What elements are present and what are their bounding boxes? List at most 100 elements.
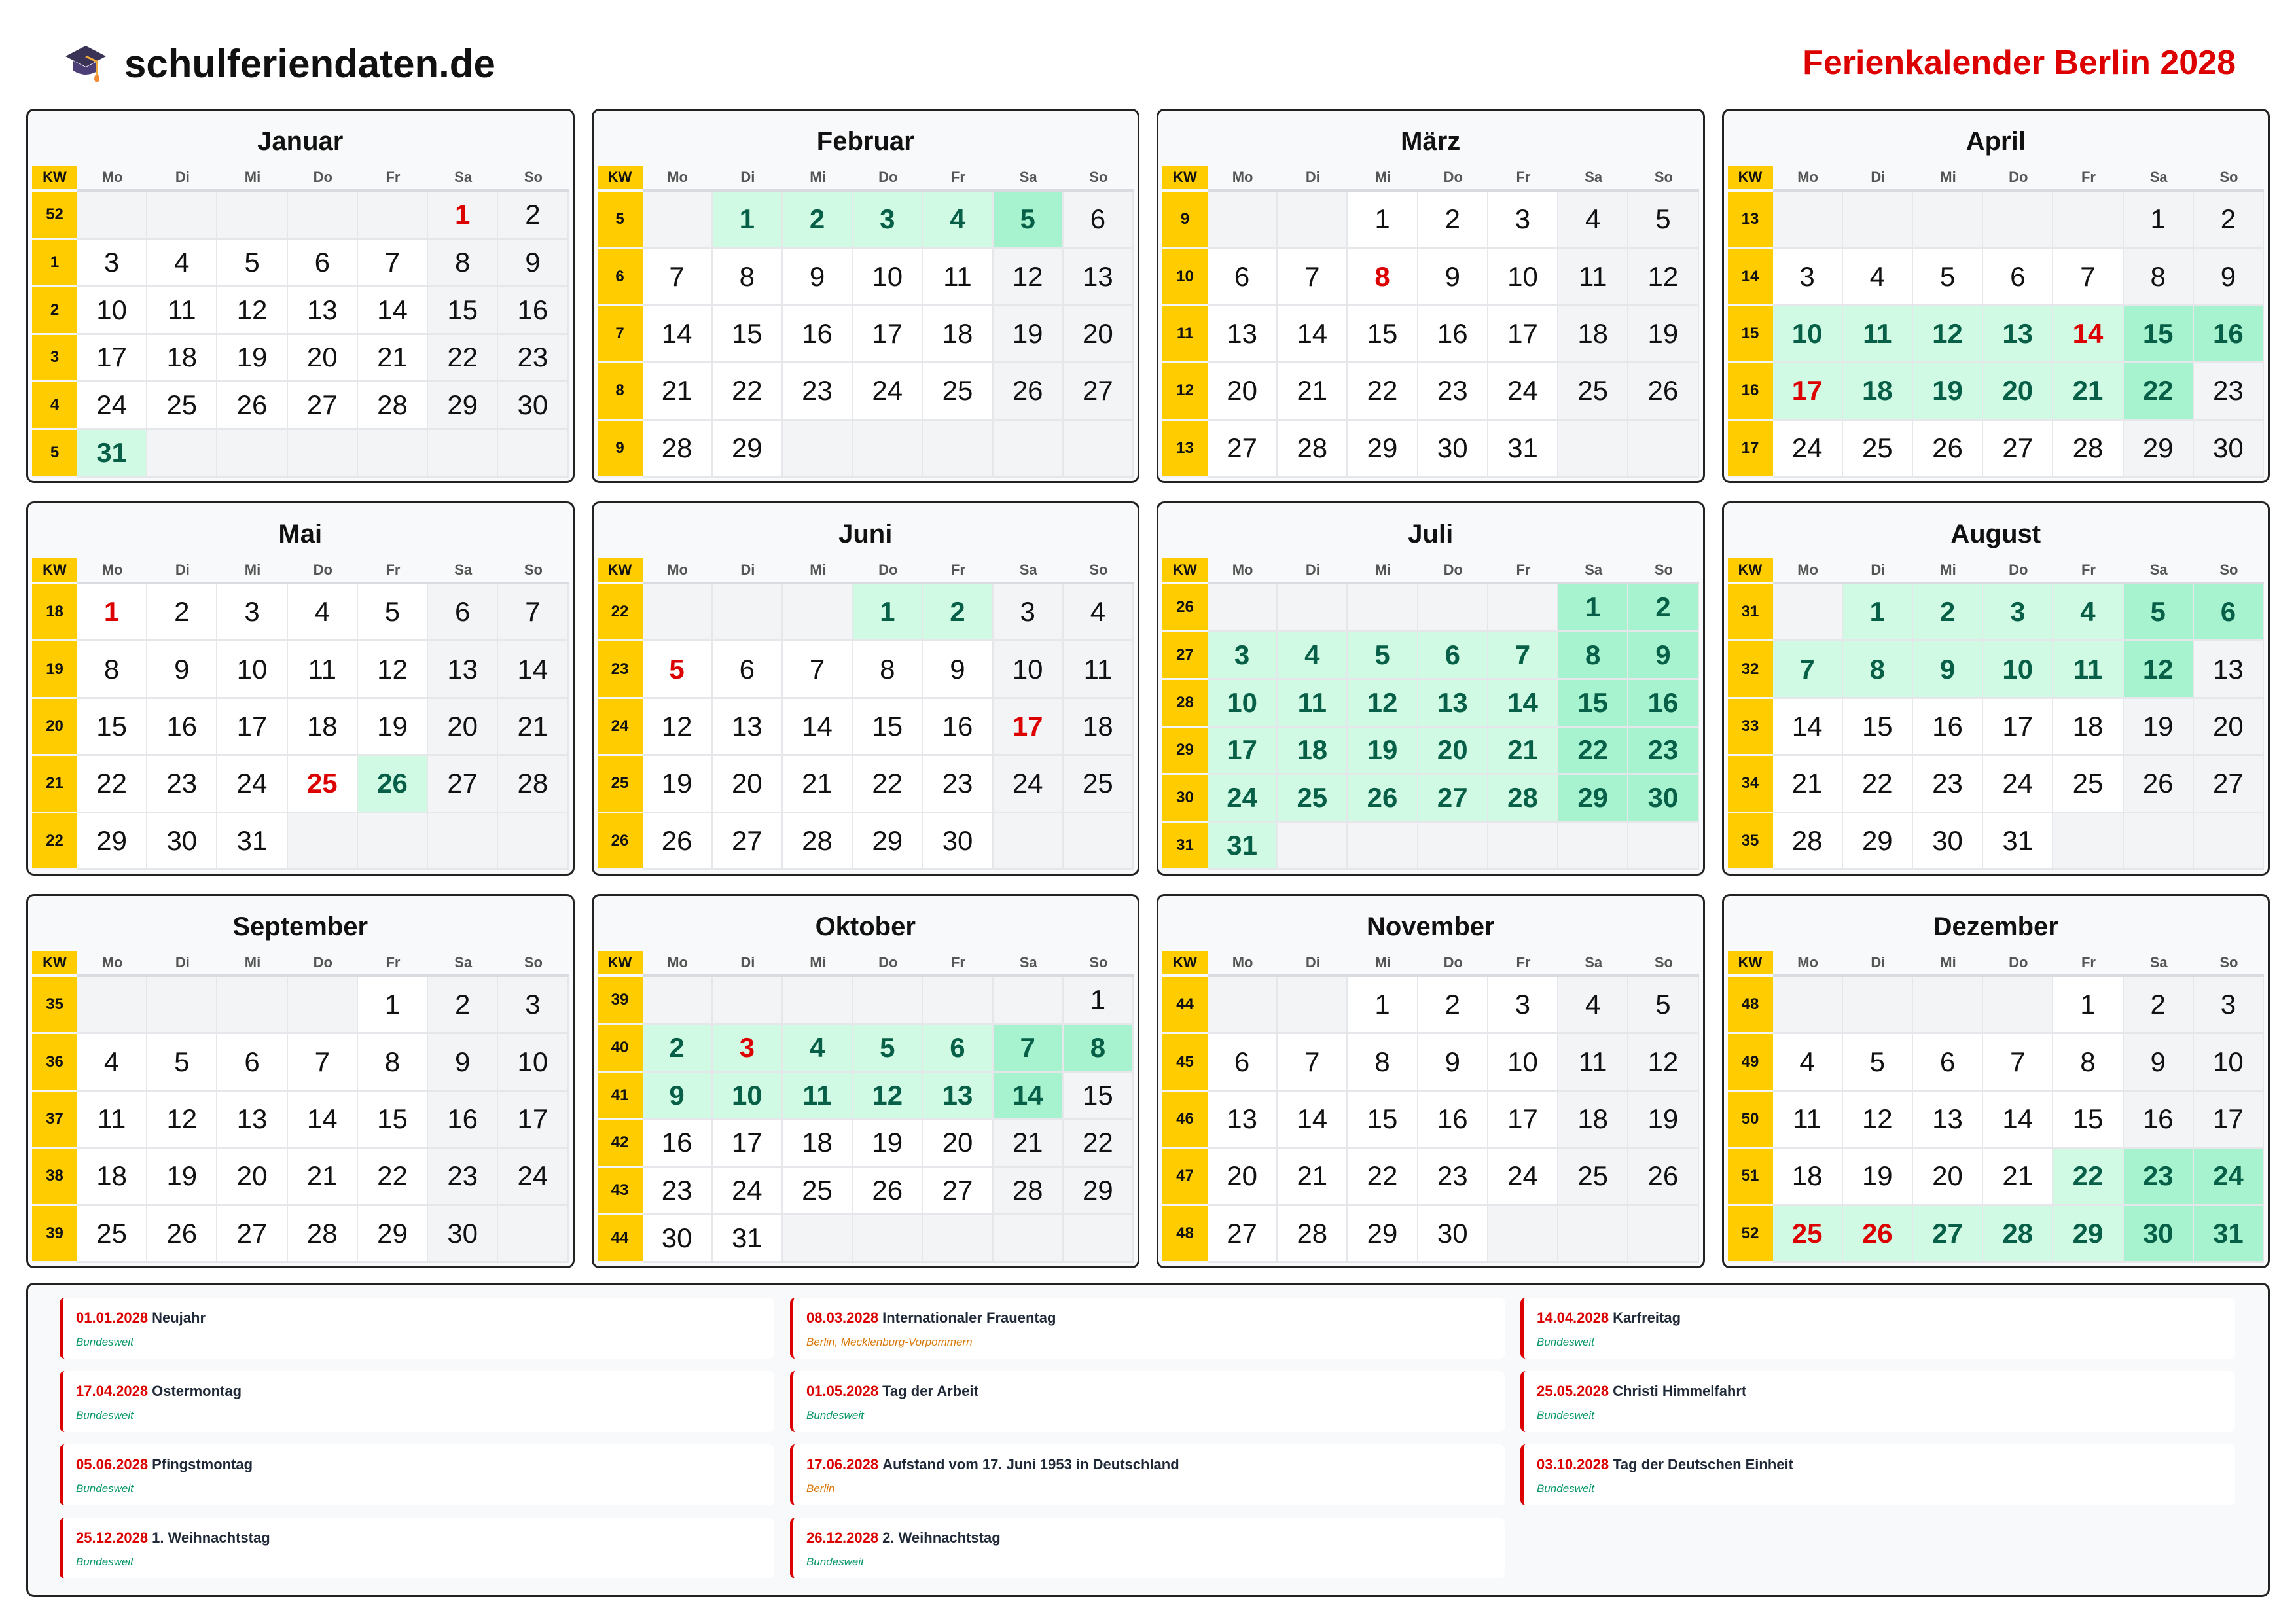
weekday-header: Sa [993,951,1064,977]
week-number: 31 [1727,584,1773,642]
empty-day-cell [853,420,924,478]
holiday-region: Berlin [806,1482,835,1495]
day-cell: 4 [287,584,358,642]
holiday-item: 03.10.2028 Tag der Deutschen Einheit Bunde… [1520,1444,2235,1505]
day-cell: 29 [1842,813,1913,870]
vacation-day-cell: 15 [2123,306,2194,364]
kw-header: KW [597,166,643,192]
holiday-day-cell: 8 [1348,249,1418,306]
weekday-header: Mo [642,166,713,192]
day-cell: 10 [77,287,148,335]
day-cell: 23 [782,363,853,421]
week-number: 26 [1162,584,1208,632]
holiday-line: 26.12.2028 2. Weihnachtstag [806,1529,1505,1546]
vacation-day-cell: 1 [853,584,924,642]
day-cell: 24 [853,363,924,421]
day-cell: 21 [1278,363,1348,421]
week-number: 35 [1727,813,1773,870]
holiday-name: Aufstand vom 17. Juni 1953 in Deutschlan… [882,1456,1179,1472]
empty-day-cell [77,977,148,1035]
empty-day-cell [498,813,569,870]
weekday-header: Mi [1348,951,1418,977]
vacation-day-cell: 23 [1628,727,1699,776]
day-cell: 6 [712,641,783,699]
day-cell: 17 [1488,306,1559,364]
vacation-day-cell: 16 [2193,306,2264,364]
day-cell: 5 [1912,249,1984,306]
day-cell: 15 [853,698,924,757]
week-number: 47 [1162,1149,1208,1206]
weekday-header: Mi [217,558,288,584]
empty-day-cell [712,977,783,1025]
weekday-header: Di [712,951,783,977]
week-number: 10 [1162,249,1208,306]
day-cell: 20 [2193,698,2264,757]
week-number: 41 [597,1072,643,1120]
vacation-day-cell: 25 [1278,775,1348,823]
holiday-name: Neujahr [152,1310,206,1326]
week-number: 17 [1727,420,1773,478]
day-cell: 3 [77,239,148,287]
day-cell: 30 [923,813,994,870]
day-cell: 27 [2193,756,2264,813]
day-cell: 29 [77,813,148,870]
empty-day-cell [1063,813,1134,870]
vacation-day-cell: 31 [1208,823,1278,870]
day-cell: 9 [428,1034,499,1092]
day-cell: 12 [1842,1091,1913,1149]
day-cell: 24 [498,1149,569,1206]
empty-day-cell [1418,584,1488,632]
day-cell: 13 [712,698,783,757]
vacation-day-cell: 6 [1418,632,1488,680]
day-cell: 27 [1208,420,1278,478]
empty-day-cell [1488,1205,1559,1263]
holiday-date: 01.05.2028 [806,1383,879,1399]
empty-day-cell [782,1215,853,1263]
day-cell: 11 [77,1091,148,1149]
weekday-header: Sa [428,951,499,977]
week-number: 25 [597,756,643,813]
weekday-header: So [1628,558,1699,584]
day-cell: 18 [77,1149,148,1206]
day-cell: 14 [498,641,569,699]
month-1: Februar KW Mo Di Mi Do Fr Sa So 5 1 2 3 4 5 6 6 7 8 9 10 11 12… [591,109,1139,483]
day-cell: 15 [1348,1091,1418,1149]
week-number: 6 [597,249,643,306]
day-cell: 2 [2193,192,2264,249]
vacation-day-cell: 11 [1278,679,1348,728]
holiday-line: 17.06.2028 Aufstand vom 17. Juni 1953 in … [806,1456,1505,1473]
empty-day-cell [287,977,358,1035]
empty-day-cell [1278,192,1348,249]
vacation-day-cell: 20 [1418,727,1488,776]
day-cell: 15 [1063,1072,1134,1120]
month-title: November [1366,912,1495,941]
day-cell: 21 [357,334,429,383]
day-cell: 9 [2123,1034,2194,1092]
day-cell: 5 [217,239,288,287]
day-cell: 19 [642,756,713,813]
vacation-day-cell: 2 [1628,584,1699,632]
day-cell: 23 [1418,363,1488,421]
holiday-date: 05.06.2028 [76,1456,149,1472]
weekday-header: Sa [993,166,1064,192]
weekday-header: Di [712,558,783,584]
vacation-day-cell: 14 [1488,679,1559,728]
vacation-day-cell: 5 [2123,584,2194,642]
day-cell: 27 [1983,420,2054,478]
empty-day-cell [1488,823,1559,870]
vacation-day-cell: 3 [853,192,924,249]
week-number: 45 [1162,1034,1208,1092]
vacation-day-cell: 21 [1488,727,1559,776]
vacation-day-cell: 22 [2053,1149,2124,1206]
day-cell: 24 [217,756,288,813]
kw-header: KW [32,558,77,584]
weekday-header: Do [853,951,924,977]
empty-day-cell [498,1205,569,1263]
weekday-header: Do [287,558,358,584]
day-cell: 30 [642,1215,713,1263]
day-cell: 13 [287,287,358,335]
day-cell: 29 [357,1205,429,1263]
holiday-line: 08.03.2028 Internationaler Frauentag [806,1310,1505,1327]
day-cell: 26 [1912,420,1984,478]
empty-day-cell [1348,823,1418,870]
